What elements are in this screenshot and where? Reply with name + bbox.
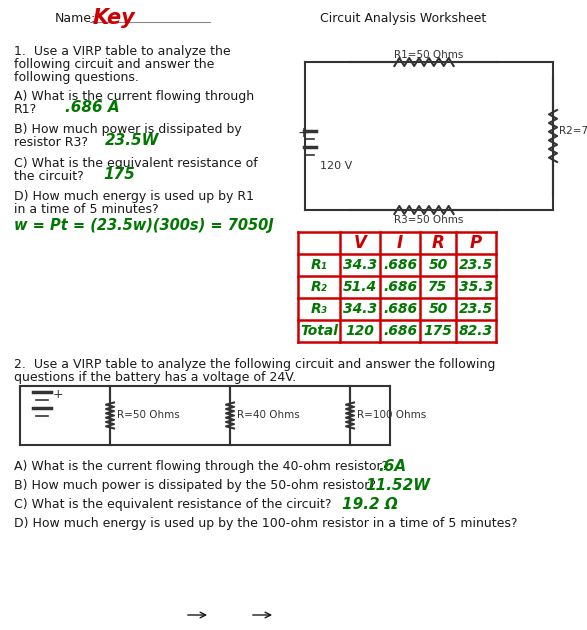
Text: following circuit and answer the: following circuit and answer the: [14, 58, 214, 71]
Text: 34.3: 34.3: [343, 302, 377, 316]
Text: C) What is the equivalent resistance of: C) What is the equivalent resistance of: [14, 157, 258, 170]
Text: .6A: .6A: [378, 459, 406, 474]
Text: 35.3: 35.3: [459, 280, 493, 294]
Text: R₁: R₁: [311, 258, 328, 272]
Text: R: R: [431, 234, 444, 252]
Text: R3=50 Ohms: R3=50 Ohms: [394, 215, 464, 225]
Text: B) How much power is dissipated by the 50-ohm resistor?: B) How much power is dissipated by the 5…: [14, 479, 376, 492]
Text: Total: Total: [300, 324, 338, 338]
Text: 1.  Use a VIRP table to analyze the: 1. Use a VIRP table to analyze the: [14, 45, 231, 58]
Text: Circuit Analysis Worksheet: Circuit Analysis Worksheet: [320, 12, 486, 25]
Text: 175: 175: [424, 324, 453, 338]
Text: Key: Key: [93, 8, 136, 28]
Text: A) What is the current flowing through: A) What is the current flowing through: [14, 90, 254, 103]
Text: questions if the battery has a voltage of 24V.: questions if the battery has a voltage o…: [14, 371, 296, 384]
Text: C) What is the equivalent resistance of the circuit?: C) What is the equivalent resistance of …: [14, 498, 332, 511]
Text: 23.5: 23.5: [459, 302, 493, 316]
Text: R1=50 Ohms: R1=50 Ohms: [394, 50, 464, 60]
Text: R2=75 Ohms: R2=75 Ohms: [559, 126, 587, 136]
Text: R₂: R₂: [311, 280, 328, 294]
Text: 51.4: 51.4: [343, 280, 377, 294]
Text: 50: 50: [429, 302, 448, 316]
Text: Name:: Name:: [55, 12, 96, 25]
Text: 11.52W: 11.52W: [365, 478, 430, 493]
Text: 34.3: 34.3: [343, 258, 377, 272]
Text: 120: 120: [346, 324, 375, 338]
Text: resistor R3?: resistor R3?: [14, 136, 88, 149]
Text: 2.  Use a VIRP table to analyze the following circuit and answer the following: 2. Use a VIRP table to analyze the follo…: [14, 358, 495, 371]
Text: A) What is the current flowing through the 40-ohm resistor?: A) What is the current flowing through t…: [14, 460, 388, 473]
Text: 23.5: 23.5: [459, 258, 493, 272]
Text: +: +: [297, 126, 309, 140]
Text: V: V: [353, 234, 366, 252]
Text: P: P: [470, 234, 482, 252]
Text: 120 V: 120 V: [320, 161, 352, 171]
Text: 23.5W: 23.5W: [105, 133, 160, 148]
Text: .686: .686: [383, 280, 417, 294]
Text: .686 A: .686 A: [65, 100, 120, 115]
Text: .686: .686: [383, 324, 417, 338]
Text: 75: 75: [429, 280, 448, 294]
Text: +: +: [53, 388, 63, 401]
Text: R=100 Ohms: R=100 Ohms: [357, 411, 426, 420]
Text: .686: .686: [383, 302, 417, 316]
Text: R=50 Ohms: R=50 Ohms: [117, 411, 180, 420]
Text: R₃: R₃: [311, 302, 328, 316]
Text: the circuit?: the circuit?: [14, 170, 84, 183]
Text: D) How much energy is used up by R1: D) How much energy is used up by R1: [14, 190, 254, 203]
Text: 175: 175: [103, 167, 135, 182]
Text: following questions.: following questions.: [14, 71, 139, 84]
Text: 19.2 Ω: 19.2 Ω: [342, 497, 398, 512]
Text: R1?: R1?: [14, 103, 37, 116]
Text: 50: 50: [429, 258, 448, 272]
Text: B) How much power is dissipated by: B) How much power is dissipated by: [14, 123, 242, 136]
Text: 82.3: 82.3: [459, 324, 493, 338]
Text: R=40 Ohms: R=40 Ohms: [237, 411, 300, 420]
Text: w = Pt = (23.5w)(300s) = 7050J: w = Pt = (23.5w)(300s) = 7050J: [14, 218, 274, 233]
Text: in a time of 5 minutes?: in a time of 5 minutes?: [14, 203, 158, 216]
Text: .686: .686: [383, 258, 417, 272]
Text: D) How much energy is used up by the 100-ohm resistor in a time of 5 minutes?: D) How much energy is used up by the 100…: [14, 517, 518, 530]
Text: I: I: [397, 234, 403, 252]
